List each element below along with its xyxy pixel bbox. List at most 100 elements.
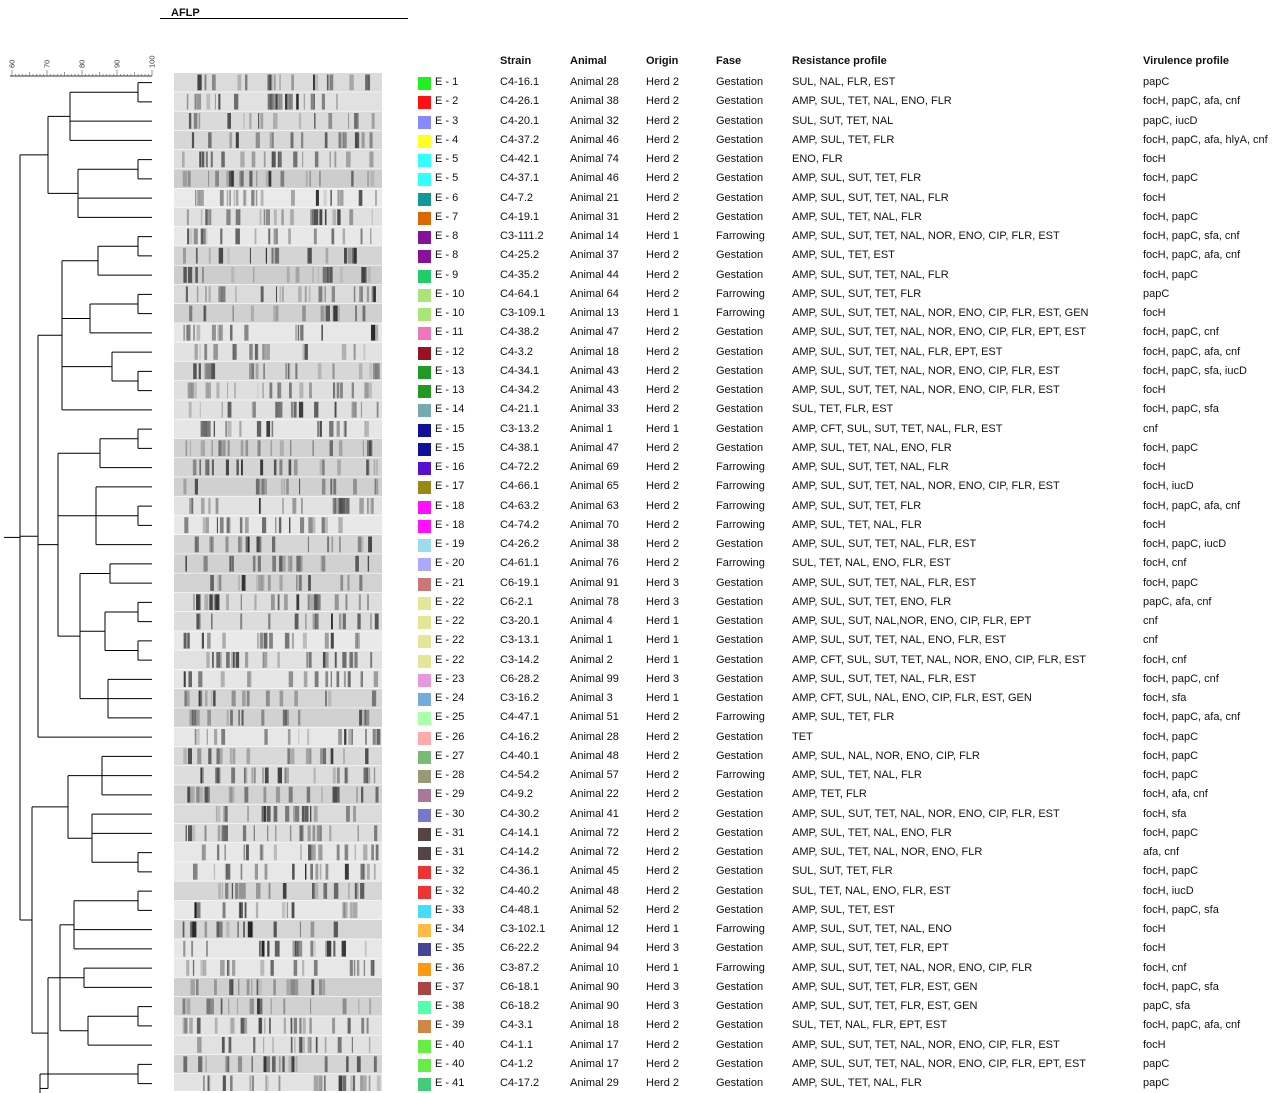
cluster-color-swatch	[418, 847, 431, 860]
strain-cell: C4-19.1	[500, 210, 540, 223]
animal-cell: Animal 70	[570, 518, 619, 531]
origin-cell: Herd 2	[646, 153, 680, 165]
animal-cell: Animal 37	[570, 249, 619, 262]
animal-cell: Animal 51	[570, 711, 619, 724]
origin-cell: Herd 2	[646, 364, 680, 377]
resistance-cell: AMP, SUL, TET, NAL, ENO, FLR	[792, 826, 952, 839]
gel-lane	[174, 477, 382, 496]
cluster-cell: E - 7	[435, 210, 459, 223]
gel-lane	[174, 689, 382, 708]
origin-cell: Herd 2	[646, 287, 680, 300]
cluster-cell: E - 9	[435, 268, 459, 281]
gel-lane	[174, 130, 382, 150]
strain-cell: C4-42.1	[500, 153, 540, 165]
table-row: E - 3 C4-20.1 Animal 32 Herd 2 Gestation SUL,…	[0, 112, 1281, 131]
gel-lane	[174, 900, 382, 920]
gel-lane	[174, 612, 382, 631]
virulence-cell: focH, papC	[1143, 172, 1199, 185]
table-row: E - 18 C4-63.2 Animal 63 Herd 2 Farrowing AMP…	[0, 497, 1281, 516]
origin-cell: Herd 2	[646, 1057, 680, 1070]
fase-cell: Gestation	[716, 210, 764, 223]
table-row: E - 31 C4-14.1 Animal 72 Herd 2 Gestation AMP…	[0, 824, 1281, 843]
gel-lane	[174, 496, 382, 516]
resistance-cell: AMP, SUL, SUT, TET, FLR, EST, GEN	[792, 1000, 978, 1012]
cluster-cell: E - 34	[435, 923, 465, 935]
strain-cell: C4-54.2	[500, 769, 540, 781]
animal-cell: Animal 28	[570, 730, 619, 743]
strain-cell: C4-7.2	[500, 191, 534, 204]
cluster-cell: E - 26	[435, 730, 465, 743]
resistance-cell: AMP, SUL, SUT, TET, NAL, FLR, EST	[792, 672, 977, 685]
origin-cell: Herd 1	[646, 307, 680, 319]
animal-cell: Animal 3	[570, 692, 613, 704]
virulence-cell: focH, papC	[1143, 441, 1199, 454]
fase-cell: Gestation	[716, 403, 764, 416]
fase-cell: Gestation	[716, 595, 764, 608]
animal-cell: Animal 1	[570, 422, 613, 435]
gel-lane	[174, 823, 382, 843]
virulence-cell: focH, papC	[1143, 730, 1199, 743]
origin-cell: Herd 1	[646, 923, 680, 935]
fase-cell: Farrowing	[716, 961, 765, 974]
table-row: E - 34 C3-102.1 Animal 12 Herd 1 Farrowing AM…	[0, 920, 1281, 939]
table-row: E - 27 C4-40.1 Animal 48 Herd 2 Gestation AMP…	[0, 747, 1281, 766]
animal-cell: Animal 72	[570, 846, 619, 858]
animal-cell: Animal 52	[570, 903, 619, 916]
resistance-cell: SUL, SUT, TET, FLR	[792, 865, 893, 878]
cluster-cell: E - 21	[435, 576, 465, 589]
virulence-cell: focH, papC, afa, cnf	[1143, 499, 1241, 512]
header-resistance-profile: Resistance profile	[792, 55, 887, 67]
cluster-cell: E - 6	[435, 191, 459, 204]
cluster-cell: E - 2	[435, 95, 459, 108]
gel-lane	[174, 284, 382, 304]
fase-cell: Farrowing	[716, 461, 765, 473]
virulence-cell: focH, papC	[1143, 826, 1199, 839]
origin-cell: Herd 2	[646, 461, 680, 473]
table-row: E - 15 C4-38.1 Animal 47 Herd 2 Gestation AMP…	[0, 439, 1281, 458]
gel-lane	[174, 881, 382, 901]
origin-cell: Herd 2	[646, 210, 680, 223]
origin-cell: Herd 3	[646, 595, 680, 608]
strain-cell: C6-18.2	[500, 1000, 540, 1012]
gel-lane	[174, 997, 382, 1016]
virulence-cell: focH	[1143, 307, 1166, 319]
fase-cell: Gestation	[716, 826, 764, 839]
cluster-color-swatch	[418, 1001, 431, 1014]
animal-cell: Animal 46	[570, 172, 619, 185]
resistance-cell: AMP, SUL, SUT, TET, NAL, NOR, ENO, CIP, …	[792, 307, 1089, 319]
origin-cell: Herd 1	[646, 961, 680, 974]
table-row: E - 13 C4-34.2 Animal 43 Herd 2 Gestation AMP…	[0, 381, 1281, 400]
table-row: E - 9 C4-35.2 Animal 44 Herd 2 Gestation AMP,…	[0, 266, 1281, 285]
fase-cell: Gestation	[716, 807, 764, 820]
cluster-cell: E - 8	[435, 249, 459, 262]
fase-cell: Gestation	[716, 268, 764, 281]
gel-lane	[174, 438, 382, 458]
gel-lane	[174, 150, 382, 169]
gel-lane	[174, 323, 382, 342]
origin-cell: Herd 1	[646, 230, 680, 242]
cluster-color-swatch	[418, 808, 431, 822]
origin-cell: Herd 2	[646, 345, 680, 358]
cluster-color-swatch	[418, 173, 431, 187]
virulence-cell: cnf	[1143, 634, 1158, 647]
table-row: E - 38 C6-18.2 Animal 90 Herd 3 Gestation AMP…	[0, 997, 1281, 1016]
gel-lane	[174, 400, 382, 419]
fase-cell: Gestation	[716, 384, 764, 396]
cluster-cell: E - 40	[435, 1038, 465, 1051]
cluster-cell: E - 22	[435, 653, 465, 666]
animal-cell: Animal 46	[570, 133, 619, 146]
fase-cell: Gestation	[716, 653, 764, 666]
cluster-color-swatch	[418, 96, 431, 110]
similarity-scale: 60 70 80 90 100	[8, 55, 157, 77]
origin-cell: Herd 2	[646, 903, 680, 916]
cluster-cell: E - 41	[435, 1077, 465, 1089]
virulence-cell: focH, cnf	[1143, 653, 1187, 666]
fase-cell: Farrowing	[716, 287, 765, 300]
origin-cell: Herd 3	[646, 980, 680, 993]
cluster-cell: E - 35	[435, 942, 465, 955]
strain-cell: C6-22.2	[500, 942, 540, 955]
virulence-cell: focH, papC, sfa	[1143, 903, 1219, 916]
origin-cell: Herd 2	[646, 76, 680, 88]
header-origin: Origin	[646, 55, 679, 67]
table-row: E - 35 C6-22.2 Animal 94 Herd 3 Gestation AMP…	[0, 939, 1281, 958]
